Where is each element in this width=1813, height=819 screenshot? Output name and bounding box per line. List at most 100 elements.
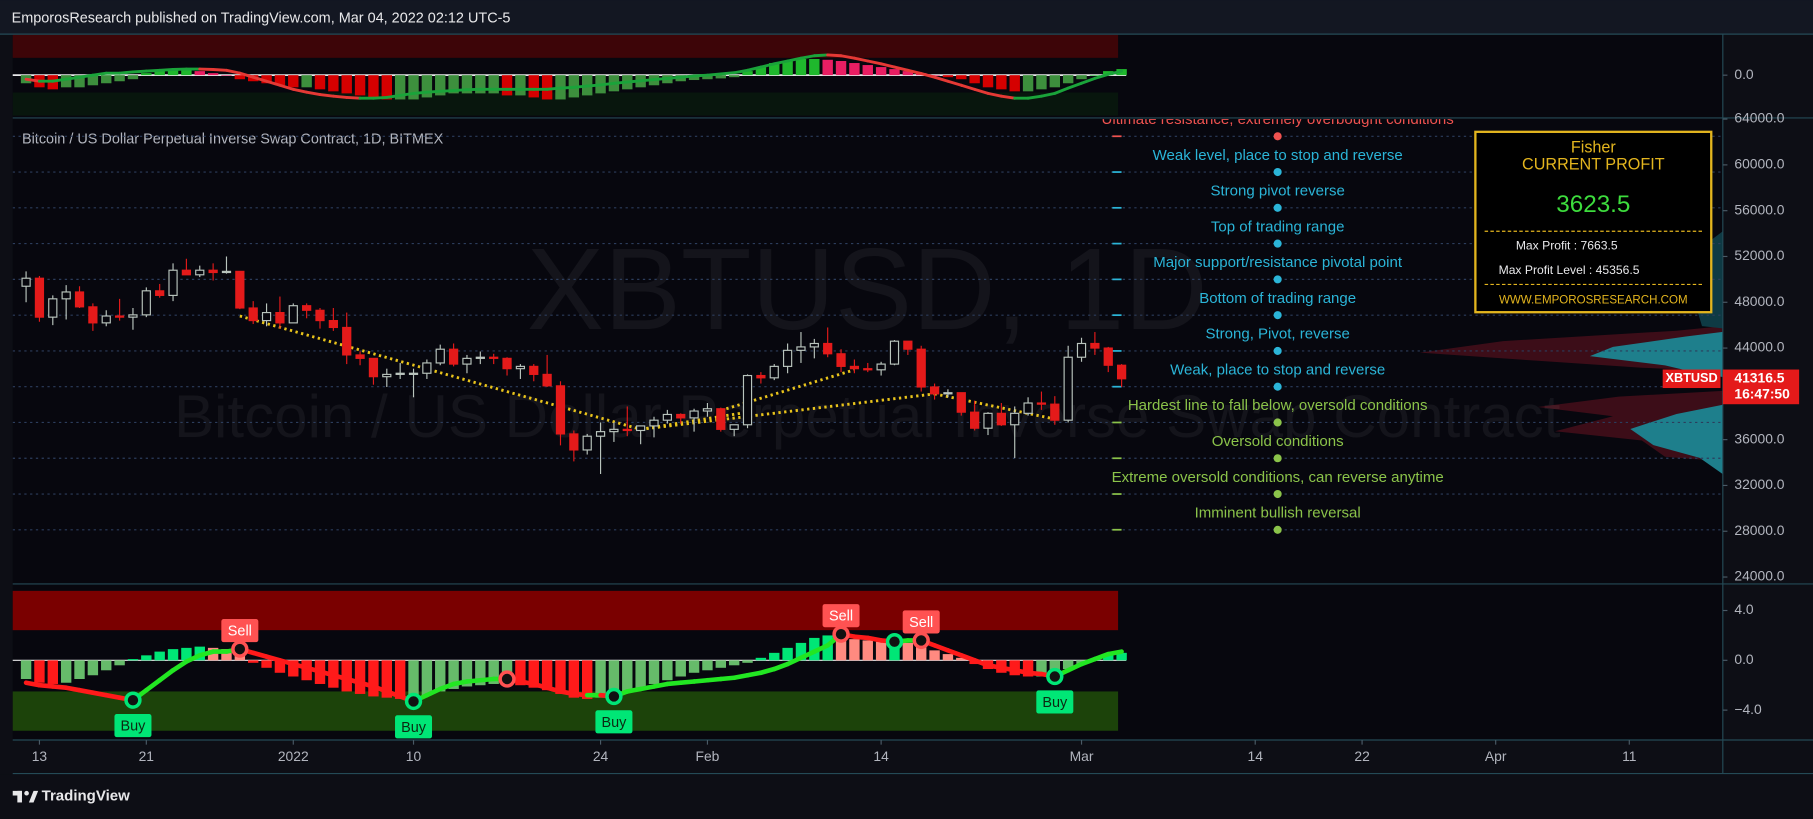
candle-body (1076, 342, 1087, 358)
trendline (239, 314, 642, 431)
oscillator-line (412, 90, 429, 95)
oscillator-line (665, 75, 683, 80)
candle-body (622, 428, 632, 432)
level-dot (1273, 167, 1282, 177)
x-tick-label: 10 (406, 748, 422, 764)
histogram-bar (849, 639, 860, 661)
histogram-bar (769, 63, 780, 76)
candle-body (595, 431, 606, 437)
fisher-line (958, 653, 977, 663)
level-dot (1273, 311, 1282, 320)
fisher-site: WWW.EMPOROSRESEARCH.COM (1499, 295, 1688, 307)
signal-marker (1046, 667, 1064, 686)
candle-body (769, 365, 779, 379)
histogram-bar (582, 660, 593, 699)
candle-body (342, 326, 352, 356)
oscillator-line (679, 74, 696, 79)
y-tick-label: 36000.0 (1734, 430, 1784, 446)
histogram-bar (528, 660, 539, 688)
level-label: Extreme oversold conditions, can reverse… (1112, 469, 1444, 486)
histogram-bar (889, 640, 900, 661)
oscillator-line (986, 91, 1003, 98)
fisher-line (1092, 651, 1111, 662)
oscillator-line (131, 69, 148, 74)
x-tick-label: 22 (1354, 748, 1370, 764)
histogram-bar (154, 651, 165, 661)
fisher-line (170, 659, 189, 673)
candle-body (809, 342, 819, 348)
histogram-bar (541, 660, 553, 691)
oscillator-line (599, 81, 616, 87)
oscillator-line (345, 95, 362, 100)
level-label: Strong pivot reverse (1210, 183, 1344, 200)
candle-body (903, 340, 913, 350)
level-dot (1273, 203, 1282, 212)
signal-tag (902, 610, 940, 634)
histogram-bar (1076, 75, 1087, 80)
candle-body (275, 311, 285, 324)
candle-body (382, 373, 392, 378)
level-label: Imminent bullish reversal (1195, 505, 1361, 522)
header-bar (0, 0, 1813, 34)
histogram-bar (368, 75, 379, 98)
level-dot (1273, 525, 1282, 534)
histogram-bar (875, 67, 887, 76)
histogram-bar (20, 660, 32, 679)
histogram-bar (662, 660, 673, 681)
candle-body (515, 365, 526, 370)
oscillator-line (78, 73, 95, 79)
histogram-bar (541, 75, 553, 100)
candle-body (649, 419, 659, 427)
candle-body (181, 269, 192, 276)
candle-body (676, 413, 686, 419)
histogram-bar (194, 71, 205, 76)
level-dot (1273, 239, 1282, 248)
candle-body (502, 357, 512, 370)
candle-body (395, 372, 405, 375)
histogram-bar (835, 636, 847, 661)
oscillator-line (318, 93, 335, 98)
candle-body (235, 270, 245, 309)
histogram-bar (354, 660, 366, 694)
histogram-bar (635, 660, 646, 688)
x-tick-label: Feb (695, 748, 719, 764)
candle-body (114, 315, 125, 318)
candle-body (729, 424, 739, 430)
histogram-bar (742, 660, 753, 663)
level-dot (1273, 132, 1282, 141)
oscillator-line (852, 56, 870, 63)
x-tick-label: 21 (139, 748, 155, 764)
symbol-tag-label: XBTUSD (1665, 370, 1717, 385)
oscillator-line (385, 93, 402, 99)
signal-marker (605, 687, 623, 706)
histogram-bar (822, 59, 833, 76)
histogram-bar (769, 652, 780, 661)
histogram-bar (488, 75, 499, 94)
oscillator-line (826, 53, 843, 58)
histogram-bar (1009, 660, 1020, 676)
histogram-bar (1049, 660, 1061, 675)
histogram-bar (982, 75, 994, 88)
candle-body (929, 386, 940, 395)
fisher-line (972, 658, 991, 668)
candle-body (996, 412, 1006, 426)
oscillator-line (371, 95, 389, 100)
candle-body (1103, 347, 1113, 366)
candle-body (782, 349, 793, 367)
candle-body (61, 291, 71, 300)
oscillator-line (933, 75, 950, 83)
candle-body (462, 357, 472, 365)
candle-body (422, 362, 432, 374)
histogram-bar (862, 640, 873, 661)
level-dot (1273, 275, 1282, 284)
signal-label: Buy (1042, 695, 1068, 711)
candle-body (74, 291, 85, 308)
histogram-bar (902, 71, 914, 76)
histogram-bar (782, 61, 793, 76)
oscillator-line (639, 78, 656, 83)
candle-body (569, 433, 579, 451)
histogram-bar (1103, 655, 1114, 661)
candle-body (168, 269, 178, 296)
